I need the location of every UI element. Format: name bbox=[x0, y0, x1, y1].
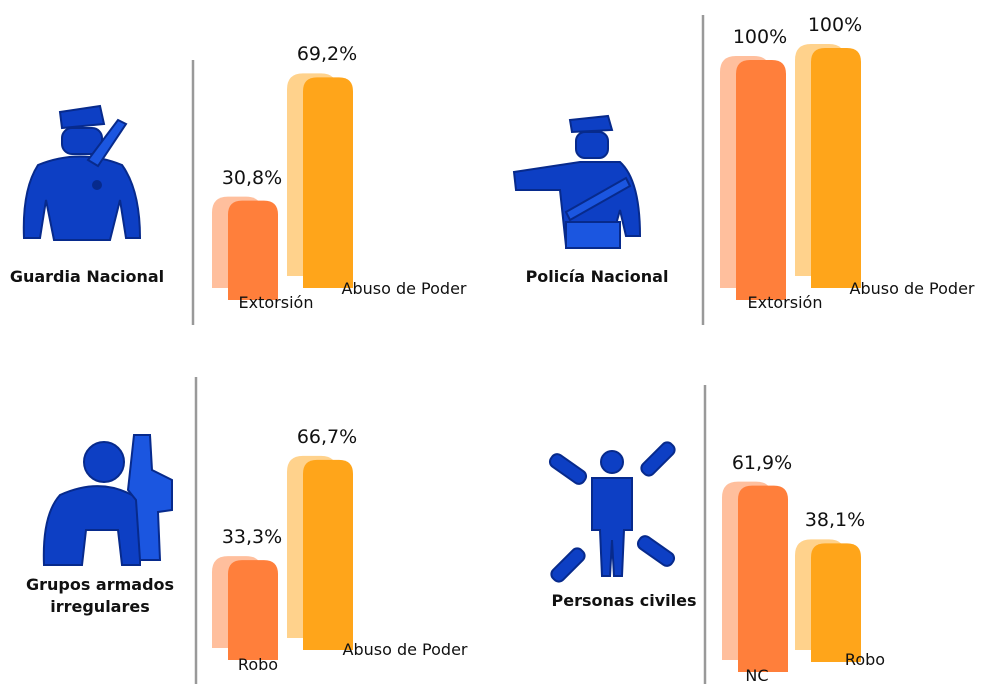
bar bbox=[722, 481, 788, 672]
panel-title: Guardia Nacional bbox=[9, 267, 165, 286]
panel-title: Grupos armados irregulares bbox=[25, 575, 175, 616]
category-label: Extorsión bbox=[747, 293, 823, 312]
bar bbox=[212, 196, 278, 300]
bar bbox=[795, 539, 861, 662]
category-label: Robo bbox=[844, 650, 886, 669]
category-label: Extorsión bbox=[238, 293, 314, 312]
bar bbox=[287, 455, 353, 650]
category-label: Robo bbox=[237, 655, 279, 674]
value-label: 100% bbox=[807, 14, 863, 36]
bar bbox=[287, 73, 353, 288]
category-label: NC bbox=[745, 666, 769, 684]
bar-front bbox=[303, 459, 353, 650]
category-label: Abuso de Poder bbox=[342, 640, 468, 659]
bar-front bbox=[738, 485, 788, 672]
value-label: 38,1% bbox=[804, 509, 866, 532]
bar-front bbox=[811, 48, 861, 288]
bar bbox=[720, 56, 786, 300]
value-label: 33,3% bbox=[221, 526, 283, 549]
bar-front bbox=[228, 200, 278, 300]
value-label: 69,2% bbox=[296, 43, 358, 66]
value-label: 61,9% bbox=[731, 451, 793, 474]
icon-grupos bbox=[42, 434, 173, 566]
category-label: Abuso de Poder bbox=[849, 279, 975, 298]
bar-front bbox=[811, 543, 861, 662]
icon-policia bbox=[512, 114, 642, 249]
bar-front bbox=[303, 77, 353, 288]
bar bbox=[212, 556, 278, 660]
bar-front bbox=[228, 560, 278, 660]
panel-title: Personas civiles bbox=[551, 591, 697, 610]
value-label: 66,7% bbox=[296, 425, 358, 448]
icon-civiles bbox=[548, 441, 676, 583]
value-label: 100% bbox=[732, 26, 788, 48]
panel-title: Policía Nacional bbox=[525, 267, 669, 286]
bar-front bbox=[736, 60, 786, 300]
icon-guardia bbox=[22, 104, 142, 241]
category-label: Abuso de Poder bbox=[341, 279, 467, 298]
value-label: 30,8% bbox=[221, 166, 283, 189]
bar bbox=[795, 44, 861, 288]
